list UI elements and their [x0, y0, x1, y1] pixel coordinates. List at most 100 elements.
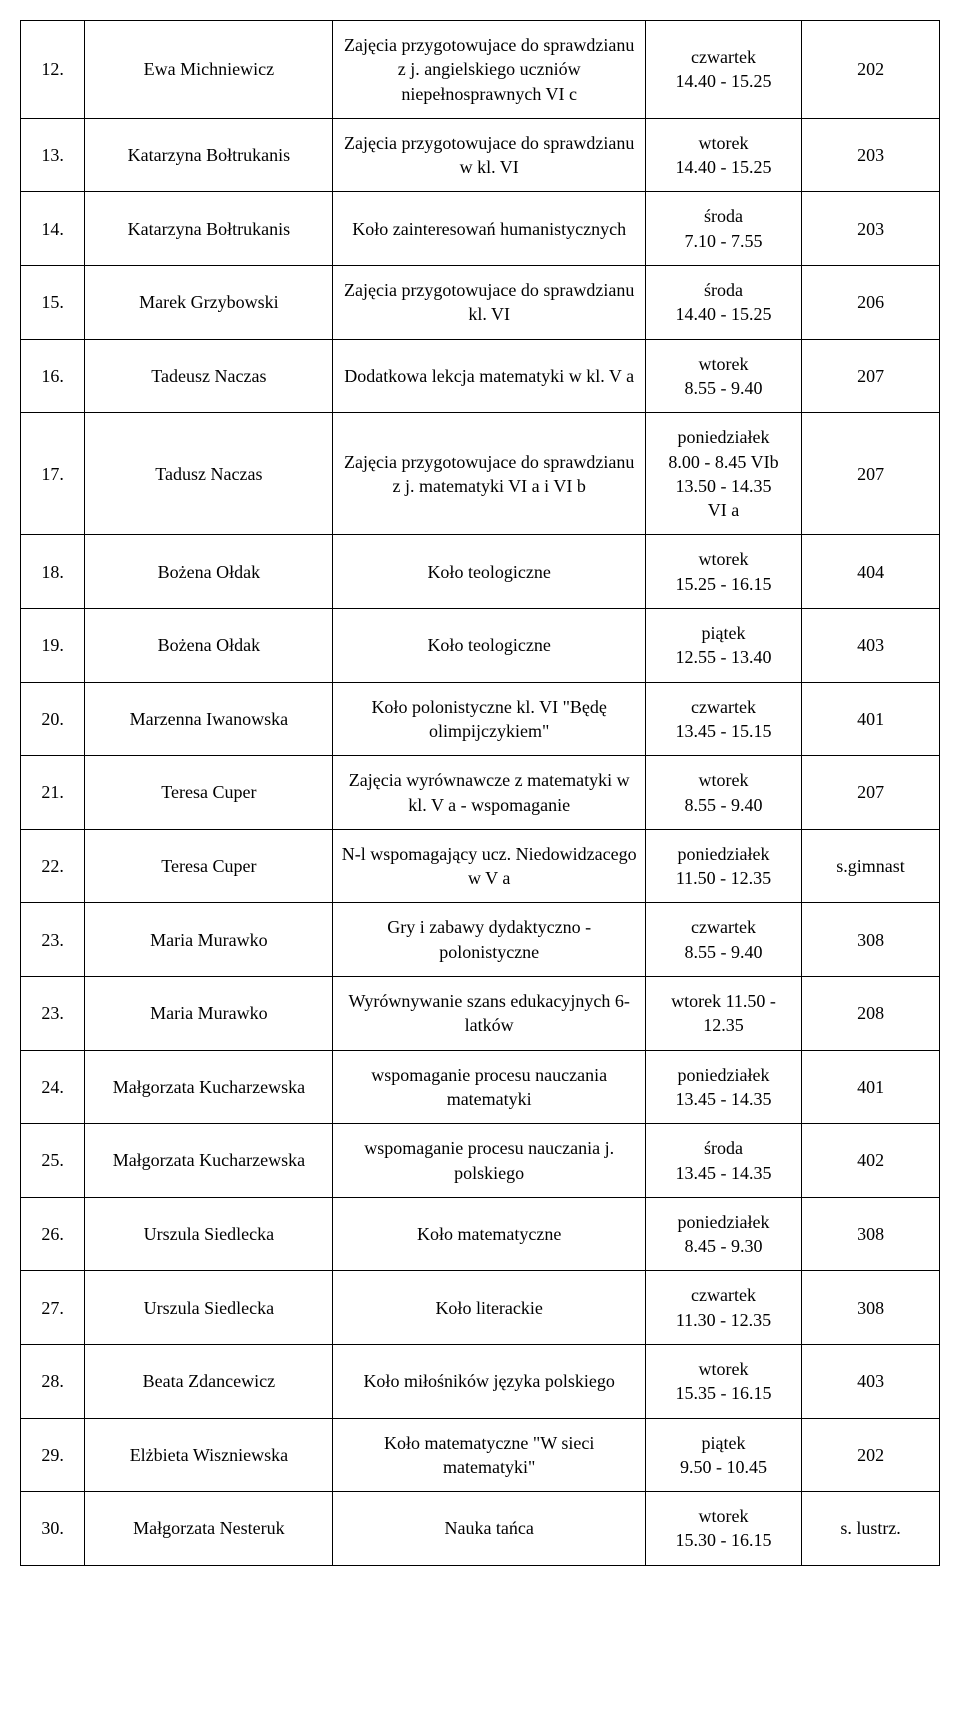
cell-time: poniedziałek13.45 - 14.35 — [645, 1050, 801, 1124]
cell-time: wtorek 11.50 - 12.35 — [645, 977, 801, 1051]
table-row: 29.Elżbieta WiszniewskaKoło matematyczne… — [21, 1418, 940, 1492]
cell-num: 12. — [21, 21, 85, 119]
cell-time: poniedziałek11.50 - 12.35 — [645, 829, 801, 903]
cell-activity: Nauka tańca — [333, 1492, 645, 1566]
cell-time: czwartek8.55 - 9.40 — [645, 903, 801, 977]
cell-num: 21. — [21, 756, 85, 830]
cell-num: 24. — [21, 1050, 85, 1124]
cell-activity: wspomaganie procesu nauczania j. polskie… — [333, 1124, 645, 1198]
cell-activity: Zajęcia przygotowujace do sprawdzianu z … — [333, 413, 645, 535]
cell-time: wtorek15.35 - 16.15 — [645, 1344, 801, 1418]
table-row: 30.Małgorzata NesterukNauka tańcawtorek1… — [21, 1492, 940, 1566]
cell-name: Małgorzata Kucharzewska — [85, 1124, 333, 1198]
cell-time: wtorek15.25 - 16.15 — [645, 535, 801, 609]
cell-name: Tadeusz Naczas — [85, 339, 333, 413]
cell-name: Katarzyna Bołtrukanis — [85, 192, 333, 266]
cell-time: czwartek11.30 - 12.35 — [645, 1271, 801, 1345]
table-row: 21.Teresa CuperZajęcia wyrównawcze z mat… — [21, 756, 940, 830]
cell-room: 203 — [802, 118, 940, 192]
cell-num: 29. — [21, 1418, 85, 1492]
cell-name: Maria Murawko — [85, 903, 333, 977]
cell-activity: N-l wspomagający ucz. Niedowidzacego w V… — [333, 829, 645, 903]
cell-time: środa14.40 - 15.25 — [645, 266, 801, 340]
table-row: 27.Urszula SiedleckaKoło literackieczwar… — [21, 1271, 940, 1345]
cell-activity: Zajęcia wyrównawcze z matematyki w kl. V… — [333, 756, 645, 830]
cell-name: Beata Zdancewicz — [85, 1344, 333, 1418]
cell-activity: Zajęcia przygotowujace do sprawdzianu kl… — [333, 266, 645, 340]
cell-time: wtorek14.40 - 15.25 — [645, 118, 801, 192]
cell-activity: Dodatkowa lekcja matematyki w kl. V a — [333, 339, 645, 413]
cell-num: 25. — [21, 1124, 85, 1198]
cell-num: 23. — [21, 903, 85, 977]
cell-room: 207 — [802, 413, 940, 535]
cell-num: 14. — [21, 192, 85, 266]
table-row: 22.Teresa CuperN-l wspomagający ucz. Nie… — [21, 829, 940, 903]
cell-room: 403 — [802, 1344, 940, 1418]
cell-activity: Koło polonistyczne kl. VI "Będę olimpijc… — [333, 682, 645, 756]
table-row: 13.Katarzyna BołtrukanisZajęcia przygoto… — [21, 118, 940, 192]
cell-time: wtorek8.55 - 9.40 — [645, 756, 801, 830]
cell-room: 308 — [802, 1197, 940, 1271]
table-row: 25.Małgorzata Kucharzewskawspomaganie pr… — [21, 1124, 940, 1198]
cell-name: Elżbieta Wiszniewska — [85, 1418, 333, 1492]
cell-name: Bożena Ołdak — [85, 609, 333, 683]
table-row: 23.Maria MurawkoWyrównywanie szans eduka… — [21, 977, 940, 1051]
cell-num: 18. — [21, 535, 85, 609]
cell-name: Bożena Ołdak — [85, 535, 333, 609]
cell-time: poniedziałek8.45 - 9.30 — [645, 1197, 801, 1271]
cell-time: wtorek8.55 - 9.40 — [645, 339, 801, 413]
cell-num: 17. — [21, 413, 85, 535]
cell-room: 207 — [802, 756, 940, 830]
cell-num: 22. — [21, 829, 85, 903]
cell-name: Marek Grzybowski — [85, 266, 333, 340]
schedule-table-wrapper: 12.Ewa MichniewiczZajęcia przygotowujace… — [20, 20, 940, 1566]
schedule-table: 12.Ewa MichniewiczZajęcia przygotowujace… — [20, 20, 940, 1566]
cell-time: środa7.10 - 7.55 — [645, 192, 801, 266]
cell-activity: Koło zainteresowań humanistycznych — [333, 192, 645, 266]
cell-room: 206 — [802, 266, 940, 340]
cell-num: 13. — [21, 118, 85, 192]
cell-num: 19. — [21, 609, 85, 683]
cell-room: 308 — [802, 903, 940, 977]
cell-activity: Zajęcia przygotowujace do sprawdzianu z … — [333, 21, 645, 119]
cell-activity: wspomaganie procesu nauczania matematyki — [333, 1050, 645, 1124]
cell-name: Katarzyna Bołtrukanis — [85, 118, 333, 192]
table-row: 14.Katarzyna BołtrukanisKoło zainteresow… — [21, 192, 940, 266]
cell-num: 27. — [21, 1271, 85, 1345]
table-row: 17.Tadusz NaczasZajęcia przygotowujace d… — [21, 413, 940, 535]
cell-name: Teresa Cuper — [85, 829, 333, 903]
table-row: 23.Maria MurawkoGry i zabawy dydaktyczno… — [21, 903, 940, 977]
cell-name: Małgorzata Kucharzewska — [85, 1050, 333, 1124]
cell-room: 202 — [802, 1418, 940, 1492]
cell-num: 23. — [21, 977, 85, 1051]
table-row: 26.Urszula SiedleckaKoło matematycznepon… — [21, 1197, 940, 1271]
cell-room: 404 — [802, 535, 940, 609]
table-row: 20.Marzenna IwanowskaKoło polonistyczne … — [21, 682, 940, 756]
cell-room: 202 — [802, 21, 940, 119]
cell-time: poniedziałek8.00 - 8.45 VIb13.50 - 14.35… — [645, 413, 801, 535]
cell-num: 20. — [21, 682, 85, 756]
cell-room: s. lustrz. — [802, 1492, 940, 1566]
cell-name: Urszula Siedlecka — [85, 1197, 333, 1271]
cell-name: Małgorzata Nesteruk — [85, 1492, 333, 1566]
table-row: 24.Małgorzata Kucharzewskawspomaganie pr… — [21, 1050, 940, 1124]
cell-room: 208 — [802, 977, 940, 1051]
cell-num: 30. — [21, 1492, 85, 1566]
cell-room: 207 — [802, 339, 940, 413]
cell-room: 308 — [802, 1271, 940, 1345]
cell-time: czwartek13.45 - 15.15 — [645, 682, 801, 756]
cell-time: wtorek15.30 - 16.15 — [645, 1492, 801, 1566]
table-row: 15.Marek GrzybowskiZajęcia przygotowujac… — [21, 266, 940, 340]
cell-activity: Koło teologiczne — [333, 535, 645, 609]
cell-name: Marzenna Iwanowska — [85, 682, 333, 756]
cell-activity: Koło matematyczne "W sieci matematyki" — [333, 1418, 645, 1492]
table-row: 16.Tadeusz NaczasDodatkowa lekcja matema… — [21, 339, 940, 413]
cell-room: 403 — [802, 609, 940, 683]
cell-activity: Gry i zabawy dydaktyczno - polonistyczne — [333, 903, 645, 977]
cell-activity: Koło literackie — [333, 1271, 645, 1345]
cell-time: piątek9.50 - 10.45 — [645, 1418, 801, 1492]
table-row: 18.Bożena OłdakKoło teologicznewtorek15.… — [21, 535, 940, 609]
cell-name: Teresa Cuper — [85, 756, 333, 830]
cell-time: czwartek14.40 - 15.25 — [645, 21, 801, 119]
cell-activity: Koło matematyczne — [333, 1197, 645, 1271]
